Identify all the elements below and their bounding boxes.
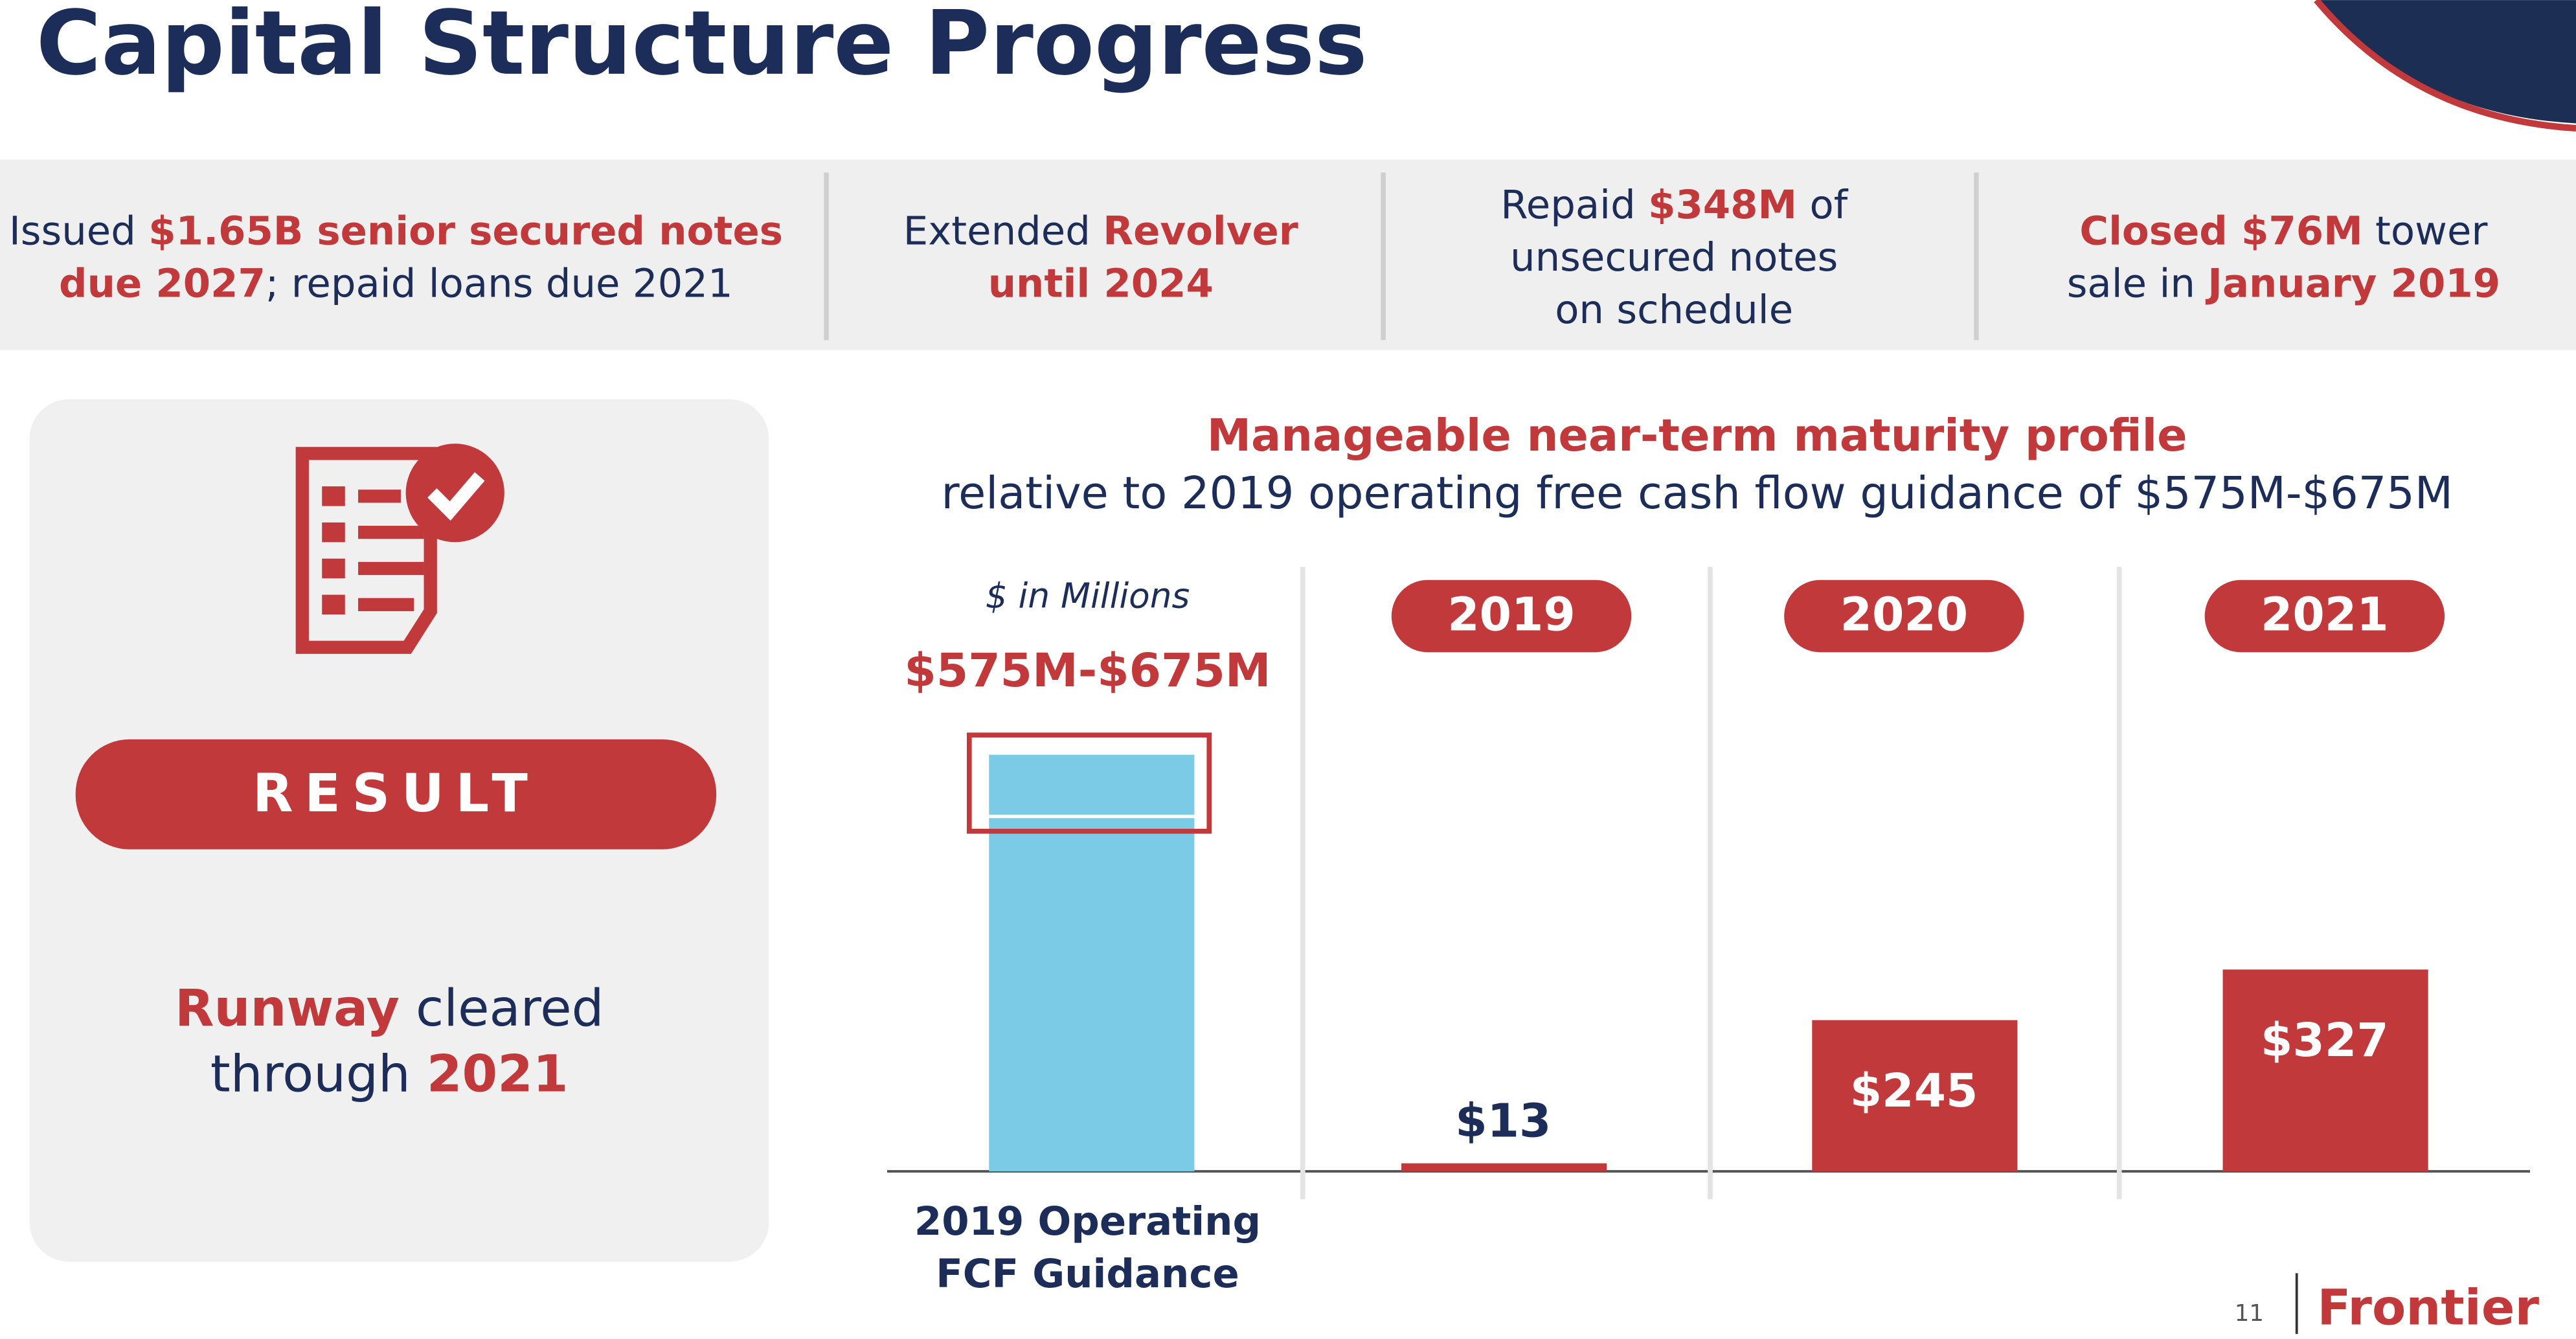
rich-line: Issued $1.65B senior secured notes <box>9 208 783 254</box>
year-pill <box>1391 579 1632 653</box>
text-segment: Repaid <box>1500 181 1648 227</box>
value-label: $327 <box>2261 1013 2389 1067</box>
bar <box>1812 1020 2018 1172</box>
chart-subtitle: relative to 2019 operating free cash flo… <box>941 467 2452 519</box>
bar <box>2222 969 2428 1172</box>
text-segment: of <box>1797 181 1849 227</box>
rich-line: on schedule <box>1555 287 1793 333</box>
text-segment: Closed $76M <box>2079 208 2362 254</box>
rich-line: Extended Revolver <box>903 208 1298 254</box>
text-segment: unsecured notes <box>1510 234 1838 280</box>
year-pill <box>1784 579 2024 653</box>
result-badge: RESULT <box>253 763 539 824</box>
text-segment: due 2027 <box>59 260 266 306</box>
rich-line: due 2027; repaid loans due 2021 <box>59 260 733 306</box>
globe-arc <box>2314 0 2576 132</box>
text-segment: ; repaid loans due 2021 <box>266 260 733 306</box>
result-pill <box>75 739 717 850</box>
x-tick-label: 2019 <box>1447 588 1576 642</box>
x-tick-label: 2019 Operating <box>914 1198 1261 1244</box>
x-tick-label: 2021 <box>2261 588 2389 642</box>
text-segment: cleared <box>400 978 604 1038</box>
page-title: Capital Structure Progress <box>36 0 1368 95</box>
rich-line: Closed $76M tower <box>2079 208 2488 254</box>
chart-title: Manageable near-term maturity profile <box>1207 410 2187 462</box>
text-segment: $1.65B senior secured notes <box>148 208 783 254</box>
text-segment: on schedule <box>1555 287 1793 333</box>
highlight-band <box>0 159 2576 350</box>
text-segment: sale in <box>2067 260 2208 306</box>
rich-line: Repaid $348M of <box>1500 181 1848 227</box>
rich-line: unsecured notes <box>1510 234 1838 280</box>
checklist-icon <box>295 444 504 654</box>
logo: Frontier <box>2317 1279 2539 1336</box>
guidance-bar <box>989 754 1195 1172</box>
text-segment: tower <box>2363 208 2489 254</box>
text-segment: 2021 <box>427 1044 569 1104</box>
page-number: 11 <box>2235 1300 2264 1327</box>
text-segment: Issued <box>9 208 148 254</box>
rich-line: through 2021 <box>210 1044 569 1104</box>
text-segment: through <box>210 1044 427 1104</box>
x-tick-label: 2020 <box>1840 588 1969 642</box>
year-pill <box>2204 579 2445 653</box>
text-segment: Runway <box>175 978 400 1038</box>
unit-note: $ in Millions <box>986 576 1190 616</box>
value-label: $13 <box>1455 1094 1551 1147</box>
bar <box>1401 1163 1607 1172</box>
text-segment: until 2024 <box>988 260 1214 306</box>
text-segment: Revolver <box>1103 208 1298 254</box>
globe-decoration <box>2316 0 2576 124</box>
text-segment: $348M <box>1648 181 1797 227</box>
rich-line: until 2024 <box>988 260 1214 306</box>
guidance-label: $575M-$675M <box>904 644 1271 697</box>
rich-line: sale in January 2019 <box>2067 260 2500 306</box>
guidance-range-box <box>967 732 1212 834</box>
rich-line: Runway cleared <box>175 978 604 1038</box>
x-tick-label: FCF Guidance <box>936 1251 1239 1297</box>
text-segment: Extended <box>903 208 1103 254</box>
value-label: $245 <box>1850 1064 1978 1118</box>
text-segment: January 2019 <box>2205 260 2500 306</box>
